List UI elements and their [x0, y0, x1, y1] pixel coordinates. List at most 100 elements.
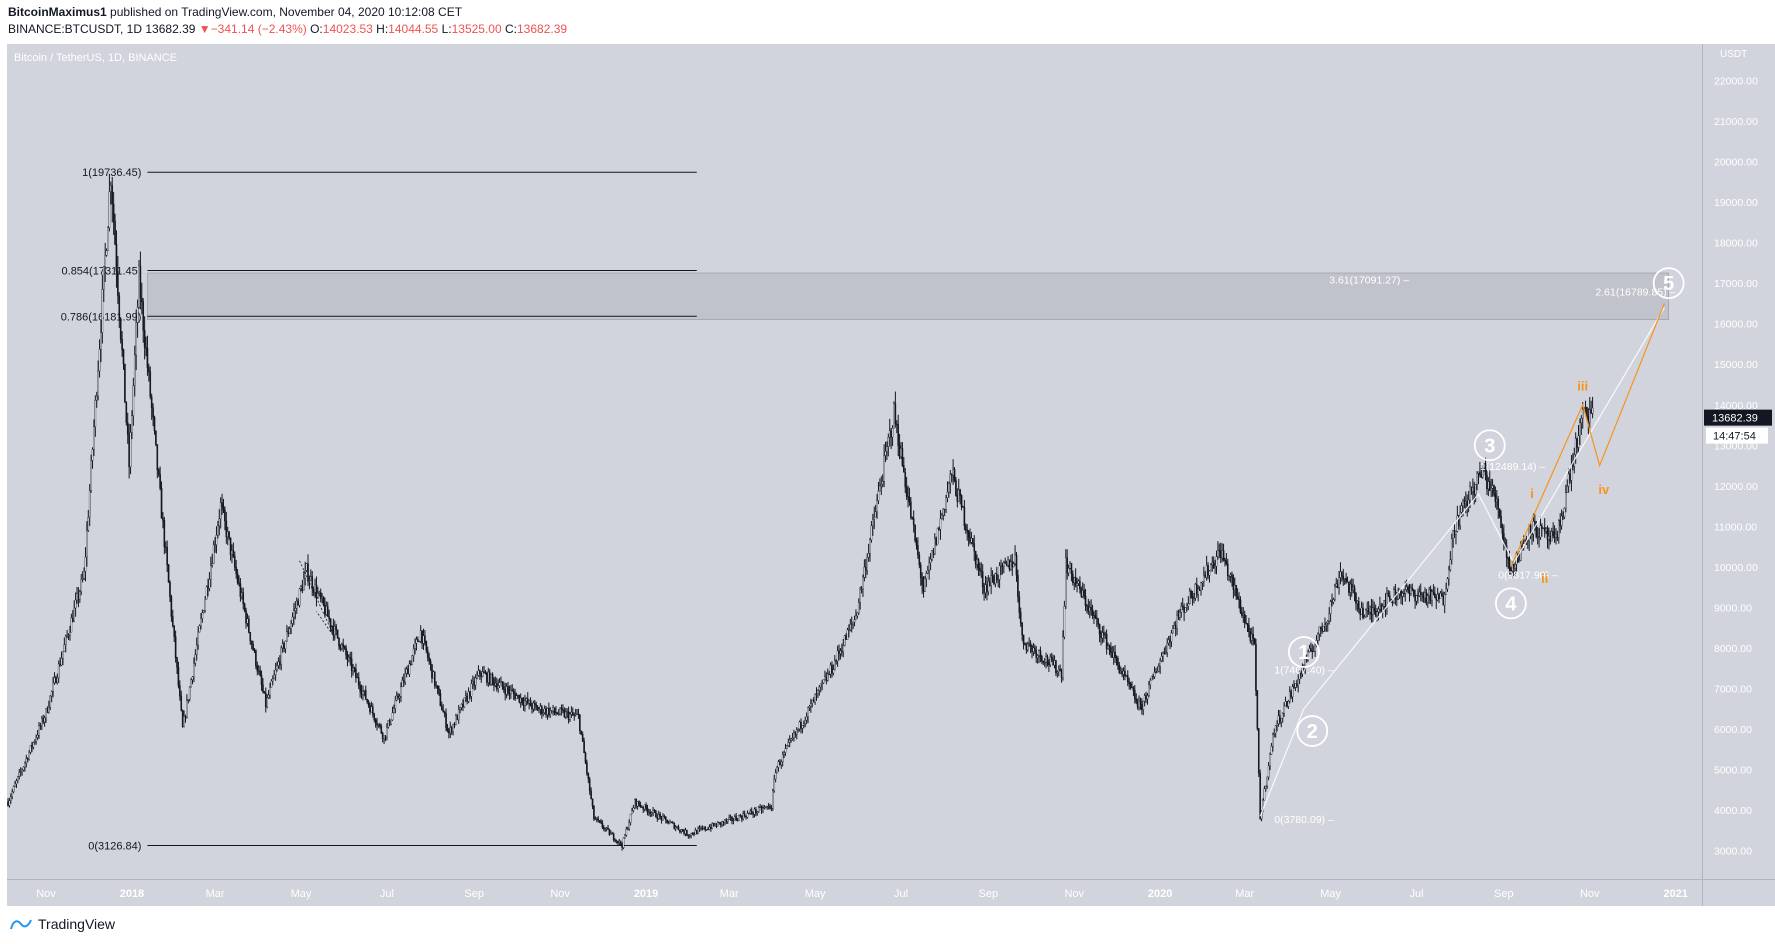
- candle-body: [480, 673, 483, 677]
- change-arrow: ▼: [198, 22, 211, 36]
- candle-body: [163, 520, 166, 547]
- candle-body: [1035, 650, 1038, 658]
- wave-number-label: 3: [1484, 435, 1495, 457]
- candle-body: [1281, 713, 1284, 719]
- candle-body: [1541, 525, 1543, 529]
- candle-body: [1049, 656, 1052, 666]
- candle-body: [15, 780, 18, 785]
- candle-body: [432, 671, 435, 679]
- candle-body: [302, 578, 305, 591]
- plot-area[interactable]: [7, 44, 1702, 879]
- price-axis[interactable]: [1702, 44, 1775, 879]
- wave-circle: [1296, 715, 1329, 747]
- candle-body: [991, 575, 994, 581]
- candle-body: [1125, 675, 1128, 677]
- candle-body: [908, 497, 911, 503]
- candle-body: [895, 423, 898, 425]
- candle-body: [1011, 561, 1014, 568]
- candle-body: [672, 822, 674, 824]
- candle-body: [1295, 683, 1298, 686]
- candle-body: [522, 702, 525, 706]
- candle-body: [193, 663, 195, 677]
- time-tick-label: May: [805, 888, 826, 900]
- time-tick-label: May: [1320, 888, 1341, 900]
- candle-body: [574, 714, 577, 716]
- candle-body: [826, 673, 829, 681]
- candle-body: [69, 632, 71, 636]
- candle-body: [218, 518, 221, 527]
- candle-body: [817, 689, 819, 694]
- candle-body: [1498, 508, 1501, 517]
- candle-body: [183, 716, 185, 728]
- close-label: C:: [505, 22, 517, 36]
- candle-body: [1342, 575, 1345, 580]
- candle-body: [188, 686, 191, 700]
- candle-body: [1124, 670, 1126, 677]
- candle-body: [690, 832, 692, 836]
- candle-body: [1314, 645, 1316, 652]
- candle-body: [45, 708, 47, 719]
- low-value: 13525.00: [451, 22, 502, 36]
- candle-body: [1121, 671, 1123, 675]
- candle-body: [1339, 571, 1342, 578]
- candle-body: [1263, 788, 1266, 801]
- candle-body: [904, 472, 907, 488]
- candle-body: [642, 807, 645, 810]
- candle-body: [1198, 588, 1201, 591]
- candle-body: [1311, 650, 1314, 652]
- candle-body: [453, 724, 456, 726]
- author-name[interactable]: BitcoinMaximus1: [8, 5, 107, 19]
- candle-body: [493, 678, 495, 686]
- candle-body: [117, 270, 119, 296]
- candle-body: [1026, 643, 1029, 651]
- candle-body: [728, 817, 730, 820]
- time-axis[interactable]: [7, 879, 1702, 907]
- candle-body: [1142, 700, 1145, 710]
- price-tick-label: 19000.00: [1714, 197, 1758, 209]
- candle-body: [525, 698, 528, 702]
- candle-body: [1404, 589, 1407, 594]
- candle-body: [688, 835, 691, 837]
- candle-body: [625, 829, 628, 836]
- candle-body: [283, 643, 285, 649]
- candle-body: [1510, 568, 1512, 572]
- candle-body: [973, 543, 976, 552]
- candle-body: [488, 671, 491, 685]
- candle-body: [1518, 560, 1521, 563]
- candle-body: [208, 579, 211, 589]
- candle-body: [421, 630, 423, 644]
- candle-body: [850, 623, 853, 625]
- candle-body: [281, 643, 284, 649]
- candle-body: [787, 742, 790, 746]
- candle-body: [70, 617, 73, 633]
- candle-body: [777, 761, 780, 768]
- candle-body: [1221, 550, 1223, 559]
- candle-body: [905, 486, 908, 497]
- candle-body: [1552, 531, 1554, 536]
- tradingview-brand[interactable]: TradingView: [10, 916, 115, 932]
- candle-body: [1038, 650, 1040, 656]
- candle-body: [576, 713, 578, 715]
- candle-body: [515, 695, 518, 700]
- candle-body: [921, 577, 923, 585]
- candle-body: [474, 677, 477, 686]
- price-tick-label: 18000.00: [1714, 238, 1758, 250]
- candle-body: [362, 691, 364, 695]
- candle-body: [1539, 525, 1542, 538]
- candle-body: [215, 535, 218, 545]
- candle-body: [543, 708, 546, 713]
- candle-body: [329, 618, 332, 627]
- candle-body: [455, 715, 457, 725]
- candle-body: [241, 592, 243, 597]
- candle-body: [374, 719, 377, 724]
- candle-body: [197, 631, 199, 646]
- candle-body: [964, 525, 967, 531]
- candle-body: [1588, 409, 1591, 423]
- candle-body: [972, 538, 974, 544]
- candle-body: [1426, 595, 1429, 603]
- candle-body: [401, 680, 404, 688]
- candle-body: [753, 809, 756, 815]
- candle-body: [597, 818, 599, 821]
- candle-body: [1170, 632, 1173, 642]
- candle-body: [52, 682, 54, 692]
